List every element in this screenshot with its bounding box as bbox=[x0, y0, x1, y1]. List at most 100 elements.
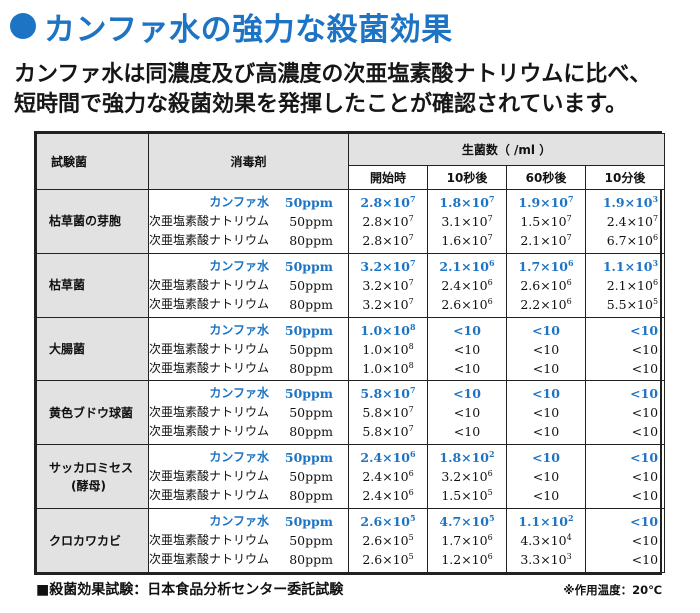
count-cell: 1.8×107 3.1×107 1.6×107 bbox=[427, 189, 507, 254]
organism-cell: 大腸菌 bbox=[36, 316, 149, 382]
disinfectant-concentration: 50ppm bbox=[284, 258, 333, 274]
count-value: 3.2×106 bbox=[428, 467, 506, 486]
count-mantissa: 1.6×10 bbox=[441, 232, 488, 248]
bullet-dot-icon bbox=[10, 13, 36, 39]
disinfectant-line: カンファ水 50ppm bbox=[149, 512, 348, 531]
count-exponent: 7 bbox=[487, 213, 493, 223]
organism-name: 枯草菌 bbox=[49, 278, 86, 293]
count-mantissa: <10 bbox=[532, 386, 560, 402]
disinfectant-concentration: 80ppm bbox=[289, 232, 333, 248]
count-value: 3.3×103 bbox=[507, 550, 585, 569]
count-value: 2.6×105 bbox=[349, 550, 427, 569]
count-value: 2.8×107 bbox=[349, 231, 427, 250]
count-mantissa: 4.7×10 bbox=[439, 514, 490, 530]
disinfectant-line: 次亜塩素酸ナトリウム 50ppm bbox=[149, 340, 348, 359]
count-value: <10 bbox=[428, 422, 506, 441]
count-exponent: 6 bbox=[652, 232, 659, 242]
count-exponent: 6 bbox=[568, 257, 574, 268]
count-mantissa: <10 bbox=[453, 322, 481, 338]
footer-note: ■殺菌効果試験：日本食品分析センター委託試験 bbox=[36, 582, 344, 598]
count-value: 1.1×103 bbox=[586, 257, 658, 276]
disinfectant-concentration: 50ppm bbox=[289, 277, 333, 293]
disinfectant-line: 次亜塩素酸ナトリウム 50ppm bbox=[149, 212, 348, 231]
temperature-note: ※作用温度：20℃ bbox=[563, 583, 662, 597]
count-value: 1.8×102 bbox=[428, 448, 506, 467]
count-mantissa: <10 bbox=[631, 424, 659, 440]
count-mantissa: 6.7×10 bbox=[606, 232, 653, 248]
count-value: <10 bbox=[586, 403, 658, 422]
count-mantissa: 1.9×10 bbox=[518, 194, 569, 210]
count-exponent: 5 bbox=[408, 552, 414, 562]
count-value: 4.7×105 bbox=[428, 512, 506, 531]
count-mantissa: 1.7×10 bbox=[518, 258, 569, 274]
count-mantissa: 2.8×10 bbox=[362, 213, 409, 229]
disinfectant-name: 次亜塩素酸ナトリウム bbox=[149, 424, 270, 439]
count-value: 2.4×106 bbox=[349, 467, 427, 486]
organism-name: 大腸菌 bbox=[49, 342, 86, 357]
count-mantissa: <10 bbox=[453, 341, 481, 357]
count-value: 2.1×107 bbox=[507, 231, 585, 250]
count-exponent: 8 bbox=[408, 360, 414, 370]
count-cell: 4.7×105 1.7×106 1.2×106 bbox=[427, 508, 507, 573]
count-value: 3.2×107 bbox=[349, 295, 427, 314]
count-mantissa: 1.9×10 bbox=[602, 194, 653, 210]
disinfectant-concentration: 50ppm bbox=[284, 386, 333, 402]
count-value: 1.0×108 bbox=[349, 340, 427, 359]
count-exponent: 6 bbox=[408, 488, 414, 498]
count-cell: 3.2×107 3.2×107 3.2×107 bbox=[348, 252, 428, 318]
count-mantissa: 2.1×10 bbox=[606, 277, 653, 293]
count-value: <10 bbox=[586, 512, 658, 531]
count-mantissa: 2.6×10 bbox=[520, 277, 567, 293]
disinfectant-line: カンファ水 50ppm bbox=[149, 321, 348, 340]
count-mantissa: <10 bbox=[630, 322, 659, 338]
count-value: <10 bbox=[428, 384, 506, 403]
organism-name: 黄色ブドウ球菌 bbox=[49, 405, 134, 420]
disinfectant-name: 次亜塩素酸ナトリウム bbox=[149, 213, 270, 228]
count-value: 1.5×105 bbox=[428, 486, 506, 505]
count-mantissa: 4.3×10 bbox=[520, 533, 567, 549]
count-cell: <10 <10 <10 bbox=[584, 508, 666, 573]
organism-name: 枯草菌の芽胞 bbox=[49, 214, 122, 229]
count-cell: 1.7×106 2.6×106 2.2×106 bbox=[506, 252, 586, 318]
count-exponent: 7 bbox=[408, 277, 414, 287]
count-value: 3.2×107 bbox=[349, 257, 427, 276]
disinfectant-line: カンファ水 50ppm bbox=[149, 384, 348, 403]
disinfectant-line: 次亜塩素酸ナトリウム 50ppm bbox=[149, 467, 348, 486]
count-mantissa: 1.2×10 bbox=[441, 552, 488, 568]
count-value: 5.8×107 bbox=[349, 403, 427, 422]
count-mantissa: 5.8×10 bbox=[362, 405, 409, 421]
header-time: 開始時 bbox=[348, 165, 428, 190]
count-value: <10 bbox=[428, 403, 506, 422]
disinfectant-name: カンファ水 bbox=[209, 450, 269, 465]
count-mantissa: 1.0×10 bbox=[362, 341, 409, 357]
count-mantissa: <10 bbox=[631, 488, 659, 504]
disinfectant-concentration: 80ppm bbox=[289, 296, 333, 312]
count-value: 5.8×107 bbox=[349, 384, 427, 403]
count-exponent: 7 bbox=[410, 385, 416, 396]
count-mantissa: 2.6×10 bbox=[362, 533, 409, 549]
count-value: 1.7×106 bbox=[507, 257, 585, 276]
count-mantissa: 1.8×10 bbox=[439, 194, 490, 210]
organism-cell: クロカワカビ bbox=[36, 508, 149, 573]
organism-subname: (酵母) bbox=[71, 478, 106, 493]
count-value: <10 bbox=[428, 340, 506, 359]
header-disinfectant: 消毒剤 bbox=[148, 133, 349, 190]
count-exponent: 7 bbox=[652, 213, 659, 223]
count-exponent: 6 bbox=[652, 277, 659, 287]
count-value: <10 bbox=[586, 340, 658, 359]
count-exponent: 6 bbox=[487, 533, 493, 543]
count-mantissa: 5.5×10 bbox=[606, 296, 653, 312]
disinfectant-line: 次亜塩素酸ナトリウム 50ppm bbox=[149, 403, 348, 422]
count-mantissa: <10 bbox=[630, 386, 659, 402]
disinfectant-cell: カンファ水 50ppm 次亜塩素酸ナトリウム 50ppm 次亜塩素酸ナトリウム 80ppm bbox=[148, 316, 349, 382]
count-exponent: 3 bbox=[652, 257, 659, 268]
disinfectant-concentration: 80ppm bbox=[289, 552, 333, 568]
disinfectant-name: 次亜塩素酸ナトリウム bbox=[149, 488, 270, 503]
disinfectant-concentration: 50ppm bbox=[289, 405, 333, 421]
count-mantissa: 1.0×10 bbox=[362, 360, 409, 376]
count-value: 2.8×107 bbox=[349, 193, 427, 212]
count-mantissa: 2.8×10 bbox=[360, 194, 411, 210]
disinfectant-name: 次亜塩素酸ナトリウム bbox=[149, 341, 270, 356]
count-mantissa: 3.2×10 bbox=[360, 258, 411, 274]
count-exponent: 7 bbox=[408, 405, 414, 415]
